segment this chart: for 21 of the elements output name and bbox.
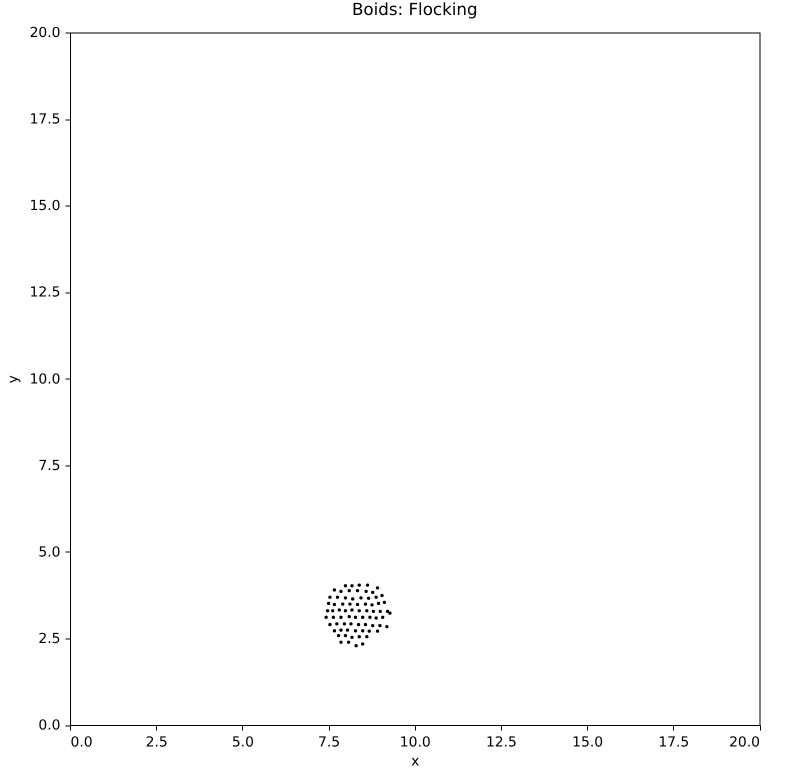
x-tick-label: 15.0 [572, 734, 604, 750]
x-axis-title: x [411, 753, 420, 770]
x-tick-label: 10.0 [400, 734, 431, 750]
x-tick-label: 7.5 [318, 734, 340, 750]
chart-title: Boids: Flocking [352, 0, 478, 19]
x-tick-label: 5.0 [232, 734, 254, 750]
x-tick-label: 0.0 [70, 734, 93, 750]
y-tick-label: 15.0 [30, 198, 60, 214]
y-tick-label: 10.0 [30, 371, 60, 388]
x-tick-label: 12.5 [486, 734, 517, 750]
y-tick-label: 7.5 [38, 458, 60, 474]
y-tick-label: 2.5 [38, 630, 60, 647]
y-tick-label: 5.0 [38, 544, 60, 560]
y-tick-label: 0.0 [38, 718, 60, 734]
y-tick-label: 17.5 [30, 112, 60, 128]
y-tick-label: 12.5 [30, 284, 60, 301]
y-tick-label: 20.0 [30, 25, 60, 41]
x-tick-label: 17.5 [658, 734, 690, 750]
x-tick-label: 2.5 [146, 734, 168, 750]
x-tick-label: 20.0 [729, 734, 760, 750]
y-axis-title: y [6, 375, 22, 384]
